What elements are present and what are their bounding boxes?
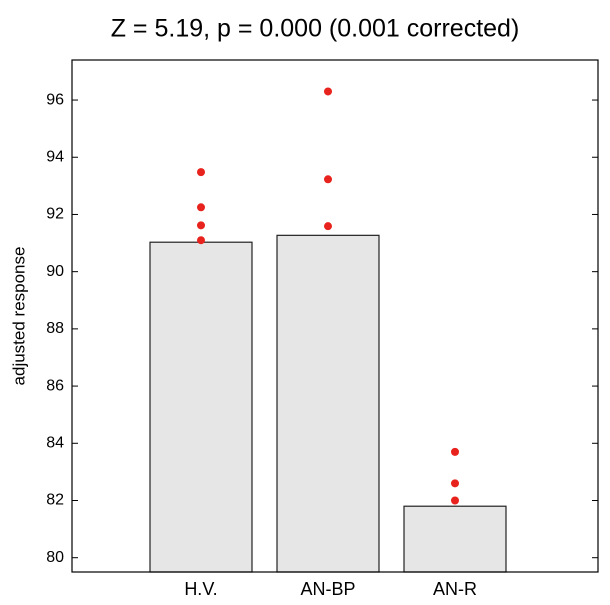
- data-point: [451, 479, 459, 488]
- y-axis-label: adjusted response: [9, 247, 28, 386]
- y-tick-label: 90: [46, 263, 64, 280]
- x-tick-label: AN-R: [433, 579, 477, 599]
- bar: [149, 241, 253, 573]
- data-point: [324, 222, 332, 231]
- bar: [403, 505, 507, 573]
- x-tick-label: AN-BP: [300, 579, 355, 599]
- y-tick-label: 88: [46, 320, 64, 337]
- y-tick-label: 96: [46, 91, 64, 108]
- y-tick-label: 80: [46, 549, 64, 566]
- y-tick-label: 86: [46, 377, 64, 394]
- bar: [276, 234, 380, 573]
- data-point: [324, 175, 332, 184]
- data-point: [197, 221, 205, 230]
- y-tick-label: 82: [46, 492, 64, 509]
- x-tick-label: H.V.: [184, 579, 217, 599]
- data-point: [197, 203, 205, 212]
- data-point: [451, 496, 459, 505]
- data-point: [197, 168, 205, 177]
- y-tick-label: 94: [46, 148, 64, 165]
- data-point: [197, 236, 205, 245]
- data-point: [324, 87, 332, 96]
- y-tick-label: 92: [46, 206, 64, 223]
- y-tick-label: 84: [46, 435, 64, 452]
- chart-title: Z = 5.19, p = 0.000 (0.001 corrected): [111, 15, 520, 43]
- plot-frame: [71, 59, 599, 573]
- data-point: [451, 447, 459, 456]
